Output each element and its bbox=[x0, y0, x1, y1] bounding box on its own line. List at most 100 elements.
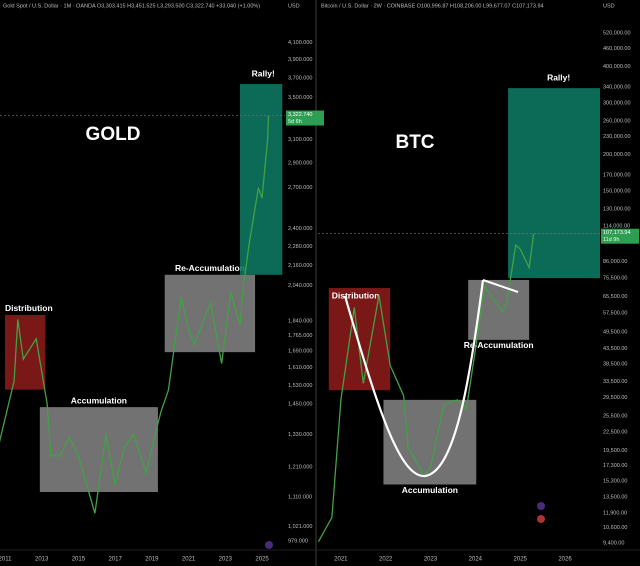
y-tick-label: 300,000.00 bbox=[603, 100, 631, 106]
x-tick-label: 2019 bbox=[145, 557, 159, 563]
y-tick-label: 9,400.00 bbox=[603, 541, 624, 547]
region-box bbox=[383, 399, 477, 485]
y-tick-label: 340,000.00 bbox=[603, 84, 631, 90]
region-label: Accumulation bbox=[71, 395, 127, 405]
y-tick-label: 17,300.00 bbox=[603, 463, 627, 469]
chart-header: Bitcoin / U.S. Dollar · 2W · COINBASE O1… bbox=[321, 3, 544, 9]
y-tick-label: 260,000.00 bbox=[603, 119, 631, 125]
y-tick-label: 1,765.000 bbox=[288, 333, 312, 339]
y-tick-label: 3,100.000 bbox=[288, 137, 312, 143]
region-label: Re-Accumulation bbox=[175, 263, 245, 273]
y-tick-label: 2,160.000 bbox=[288, 263, 312, 269]
y-tick-label: 520,000.00 bbox=[603, 30, 631, 36]
price-tag-countdown: 5d 6h bbox=[288, 119, 302, 125]
x-tick-label: 2026 bbox=[558, 557, 572, 563]
y-tick-label: 170,000.00 bbox=[603, 173, 631, 179]
axis-unit: USD bbox=[603, 3, 615, 9]
y-tick-label: 2,040.000 bbox=[288, 283, 312, 289]
y-tick-label: 13,500.00 bbox=[603, 494, 627, 500]
y-tick-label: 1,610.000 bbox=[288, 365, 312, 371]
region-label: Accumulation bbox=[402, 485, 458, 495]
y-tick-label: 1,021.000 bbox=[288, 524, 312, 530]
y-tick-label: 33,500.00 bbox=[603, 379, 627, 385]
y-tick-label: 2,280.000 bbox=[288, 244, 312, 250]
y-tick-label: 1,210.000 bbox=[288, 465, 312, 471]
event-icon bbox=[537, 515, 545, 523]
y-tick-label: 230,000.00 bbox=[603, 134, 631, 140]
y-tick-label: 22,500.00 bbox=[603, 430, 627, 436]
x-tick-label: 2021 bbox=[334, 557, 348, 563]
y-tick-label: 130,000.00 bbox=[603, 207, 631, 213]
y-tick-label: 1,330.000 bbox=[288, 432, 312, 438]
x-tick-label: 2013 bbox=[35, 557, 49, 563]
y-tick-label: 3,700.000 bbox=[288, 76, 312, 82]
y-tick-label: 4,100.000 bbox=[288, 40, 312, 46]
y-tick-label: 10,600.00 bbox=[603, 525, 627, 531]
region-box bbox=[240, 84, 283, 275]
y-tick-label: 25,500.00 bbox=[603, 414, 627, 420]
y-tick-label: 400,000.00 bbox=[603, 64, 631, 70]
y-tick-label: 38,500.00 bbox=[603, 361, 627, 367]
y-tick-label: 19,500.00 bbox=[603, 448, 627, 454]
event-icon bbox=[265, 541, 273, 549]
y-tick-label: 11,900.00 bbox=[603, 511, 627, 517]
region-box bbox=[468, 279, 530, 340]
chart-annotation: BTC bbox=[395, 132, 434, 153]
region-box bbox=[328, 288, 391, 391]
x-tick-label: 2015 bbox=[72, 557, 86, 563]
axis-unit: USD bbox=[288, 3, 300, 9]
y-tick-label: 200,000.00 bbox=[603, 152, 631, 158]
y-tick-label: 979.000 bbox=[288, 538, 308, 544]
region-label: Distribution bbox=[5, 303, 53, 313]
y-tick-label: 1,450.000 bbox=[288, 402, 312, 408]
region-label: Rally! bbox=[547, 72, 570, 82]
y-tick-label: 49,500.00 bbox=[603, 329, 627, 335]
region-box bbox=[39, 407, 158, 492]
y-tick-label: 1,840.000 bbox=[288, 319, 312, 325]
y-tick-label: 65,500.00 bbox=[603, 294, 627, 300]
region-box bbox=[508, 88, 600, 279]
event-icon bbox=[537, 502, 545, 510]
price-tag-countdown: 11d 9h bbox=[603, 237, 619, 243]
y-tick-label: 2,700.000 bbox=[288, 185, 312, 191]
handle-line bbox=[482, 279, 519, 293]
y-tick-label: 3,500.000 bbox=[288, 95, 312, 101]
x-tick-label: 2024 bbox=[469, 557, 483, 563]
x-tick-label: 2025 bbox=[514, 557, 528, 563]
y-tick-label: 2,400.000 bbox=[288, 226, 312, 232]
y-tick-label: 43,500.00 bbox=[603, 346, 627, 352]
price-tag bbox=[286, 110, 324, 126]
x-tick-label: 2021 bbox=[182, 557, 196, 563]
y-tick-label: 3,900.000 bbox=[288, 57, 312, 63]
y-tick-label: 57,500.00 bbox=[603, 310, 627, 316]
x-tick-label: 2017 bbox=[108, 557, 122, 563]
y-tick-label: 2,900.000 bbox=[288, 160, 312, 166]
cup-curve bbox=[343, 279, 485, 478]
price-tag-label: 3,322.740 bbox=[288, 112, 312, 118]
y-tick-label: 1,690.000 bbox=[288, 348, 312, 354]
y-tick-label: 1,110.000 bbox=[288, 495, 312, 501]
region-label: Distribution bbox=[332, 290, 380, 300]
region-label: Re-Accumulation bbox=[464, 340, 534, 350]
y-tick-label: 15,300.00 bbox=[603, 479, 627, 485]
price-line bbox=[0, 115, 270, 514]
x-tick-label: 2025 bbox=[255, 557, 269, 563]
y-tick-label: 460,000.00 bbox=[603, 46, 631, 52]
x-tick-label: 2023 bbox=[424, 557, 438, 563]
chart-header: Gold Spot / U.S. Dollar · 1M · OANDA O3,… bbox=[3, 3, 260, 9]
y-tick-label: 86,000.00 bbox=[603, 259, 627, 265]
y-tick-label: 29,500.00 bbox=[603, 395, 627, 401]
x-tick-label: 2023 bbox=[219, 557, 233, 563]
y-tick-label: 114,000.00 bbox=[603, 223, 630, 229]
y-tick-label: 75,500.00 bbox=[603, 276, 627, 282]
x-tick-label: 2022 bbox=[379, 557, 393, 563]
region-box bbox=[164, 274, 256, 353]
y-tick-label: 150,000.00 bbox=[603, 188, 631, 194]
x-tick-label: 2011 bbox=[0, 557, 12, 563]
plot-layer: Gold Spot / U.S. Dollar · 1M · OANDA O3,… bbox=[0, 3, 639, 563]
y-tick-label: 1,530.000 bbox=[288, 383, 312, 389]
price-tag-label: 107,173.94 bbox=[603, 230, 631, 236]
region-label: Rally! bbox=[252, 68, 275, 78]
price-tag bbox=[601, 228, 639, 244]
